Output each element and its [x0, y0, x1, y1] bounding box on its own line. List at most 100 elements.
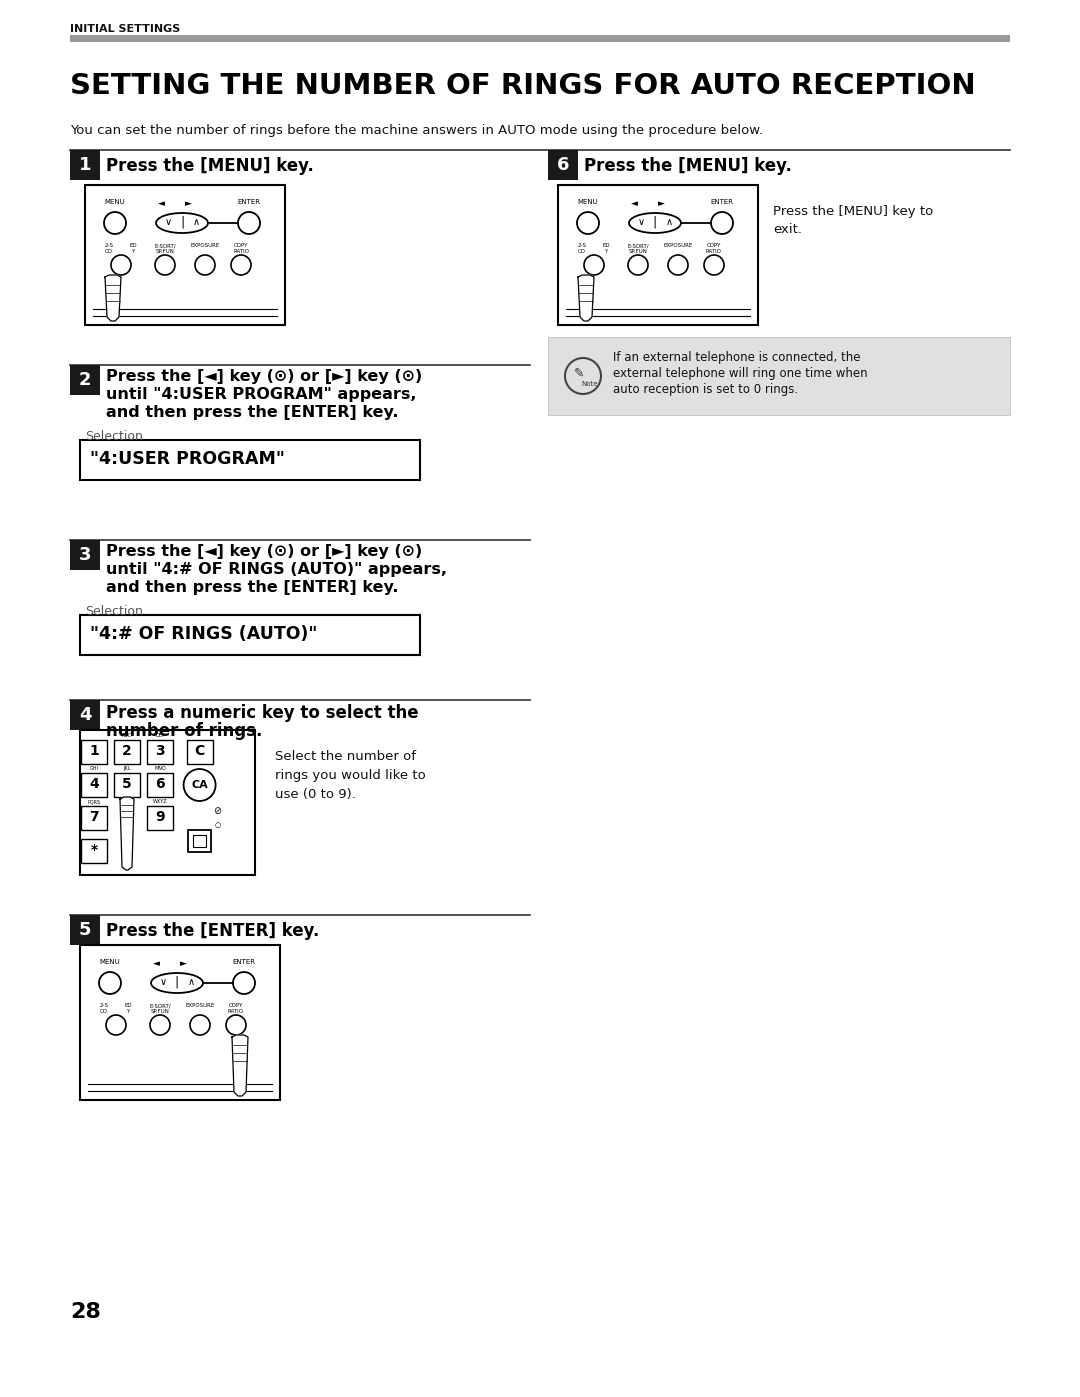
Text: SETTING THE NUMBER OF RINGS FOR AUTO RECEPTION: SETTING THE NUMBER OF RINGS FOR AUTO REC…	[70, 73, 975, 101]
Text: Selection: Selection	[85, 430, 143, 443]
Bar	[80, 944, 280, 1099]
Text: ENTER: ENTER	[238, 198, 260, 205]
Text: ∧: ∧	[188, 977, 194, 988]
Text: ED
Y: ED Y	[130, 243, 137, 254]
Bar	[70, 365, 100, 395]
Text: ENTER: ENTER	[711, 198, 733, 205]
Bar	[80, 440, 420, 481]
Text: 3: 3	[79, 546, 91, 564]
Text: You can set the number of rings before the machine answers in AUTO mode using th: You can set the number of rings before t…	[70, 124, 762, 137]
Text: CA: CA	[191, 780, 208, 789]
Text: Press the [MENU] key to
exit.: Press the [MENU] key to exit.	[773, 205, 933, 236]
Text: Press the [MENU] key.: Press the [MENU] key.	[584, 156, 792, 175]
Bar	[70, 915, 100, 944]
Text: E-SORT/
SP.FUN: E-SORT/ SP.FUN	[154, 243, 176, 254]
Text: ◄: ◄	[632, 198, 638, 208]
Bar	[81, 806, 107, 830]
Text: Press the [◄] key (⊙) or [►] key (⊙): Press the [◄] key (⊙) or [►] key (⊙)	[106, 369, 422, 384]
Text: ◄: ◄	[159, 198, 165, 208]
Bar	[81, 740, 107, 764]
Text: 5: 5	[79, 921, 91, 939]
Text: EXPOSURE: EXPOSURE	[190, 243, 219, 249]
Text: ∧: ∧	[192, 217, 200, 226]
Bar	[70, 149, 100, 180]
Text: 1: 1	[90, 745, 99, 759]
Text: MENU: MENU	[99, 958, 120, 965]
Text: ∧: ∧	[665, 217, 673, 226]
Bar	[81, 773, 107, 798]
Text: and then press the [ENTER] key.: and then press the [ENTER] key.	[106, 580, 399, 595]
Text: |: |	[653, 215, 657, 229]
Text: "4:USER PROGRAM": "4:USER PROGRAM"	[90, 450, 285, 468]
Text: ►: ►	[180, 958, 187, 968]
Text: Press the [◄] key (⊙) or [►] key (⊙): Press the [◄] key (⊙) or [►] key (⊙)	[106, 543, 422, 559]
Text: |: |	[175, 975, 179, 989]
Polygon shape	[105, 275, 121, 321]
Bar	[558, 184, 758, 326]
Bar	[85, 184, 285, 326]
Text: 9: 9	[156, 810, 165, 824]
Text: MNO: MNO	[154, 766, 166, 771]
Text: 28: 28	[70, 1302, 100, 1322]
Text: until "4:# OF RINGS (AUTO)" appears,: until "4:# OF RINGS (AUTO)" appears,	[106, 562, 447, 577]
Text: ○: ○	[215, 821, 220, 827]
Text: Press the [ENTER] key.: Press the [ENTER] key.	[106, 922, 320, 940]
Text: Note: Note	[582, 381, 598, 387]
Bar	[147, 806, 173, 830]
Bar	[70, 700, 100, 731]
Text: 5: 5	[122, 777, 132, 791]
Bar	[147, 740, 173, 764]
Text: number of rings.: number of rings.	[106, 722, 262, 740]
Bar	[187, 740, 213, 764]
Text: 1: 1	[79, 156, 91, 175]
Text: 2-S
CO: 2-S CO	[99, 1003, 108, 1014]
Polygon shape	[120, 798, 134, 870]
Text: EXPOSURE: EXPOSURE	[186, 1003, 215, 1009]
Text: ∨: ∨	[164, 217, 172, 226]
Bar	[548, 149, 578, 180]
Text: external telephone will ring one time when: external telephone will ring one time wh…	[613, 367, 867, 380]
Bar	[114, 740, 140, 764]
Text: ED
Y: ED Y	[124, 1003, 132, 1014]
Text: Selection: Selection	[85, 605, 143, 617]
Text: 6: 6	[156, 777, 165, 791]
Text: COPY
RATIO: COPY RATIO	[228, 1003, 244, 1014]
Bar	[80, 615, 420, 655]
Text: 2-S
CO: 2-S CO	[105, 243, 113, 254]
Text: 3: 3	[156, 745, 165, 759]
Text: 4: 4	[90, 777, 99, 791]
Text: E-SORT/
SP.FUN: E-SORT/ SP.FUN	[627, 243, 649, 254]
Text: MENU: MENU	[578, 198, 598, 205]
Bar	[114, 773, 140, 798]
Bar	[80, 731, 255, 875]
Bar	[70, 541, 100, 570]
Text: ◄: ◄	[153, 958, 160, 968]
Text: ABC: ABC	[122, 733, 132, 738]
Bar	[81, 840, 107, 863]
Text: 6: 6	[557, 156, 569, 175]
Text: COPY
RATIO: COPY RATIO	[233, 243, 249, 254]
Text: DEF: DEF	[156, 733, 165, 738]
Text: |: |	[180, 215, 184, 229]
Text: and then press the [ENTER] key.: and then press the [ENTER] key.	[106, 405, 399, 420]
Text: E-SORT/
SP.FUN: E-SORT/ SP.FUN	[149, 1003, 171, 1014]
Text: GHI: GHI	[90, 766, 98, 771]
Text: JKL: JKL	[123, 766, 131, 771]
Text: 7: 7	[90, 810, 98, 824]
Text: "4:# OF RINGS (AUTO)": "4:# OF RINGS (AUTO)"	[90, 624, 318, 643]
Text: EXPOSURE: EXPOSURE	[663, 243, 692, 249]
Text: ∨: ∨	[637, 217, 645, 226]
Text: COPY
RATIO: COPY RATIO	[706, 243, 723, 254]
Bar	[147, 773, 173, 798]
Text: ∨: ∨	[160, 977, 166, 988]
Bar	[70, 35, 1010, 42]
Text: PQRS: PQRS	[87, 799, 100, 805]
Text: ⊘: ⊘	[214, 806, 221, 816]
Text: ✎: ✎	[573, 366, 584, 380]
Text: Press a numeric key to select the: Press a numeric key to select the	[106, 704, 419, 722]
Text: 2: 2	[122, 745, 132, 759]
Polygon shape	[232, 1035, 248, 1097]
Text: 4: 4	[79, 705, 91, 724]
Text: Press the [MENU] key.: Press the [MENU] key.	[106, 156, 314, 175]
Text: INITIAL SETTINGS: INITIAL SETTINGS	[70, 24, 180, 34]
